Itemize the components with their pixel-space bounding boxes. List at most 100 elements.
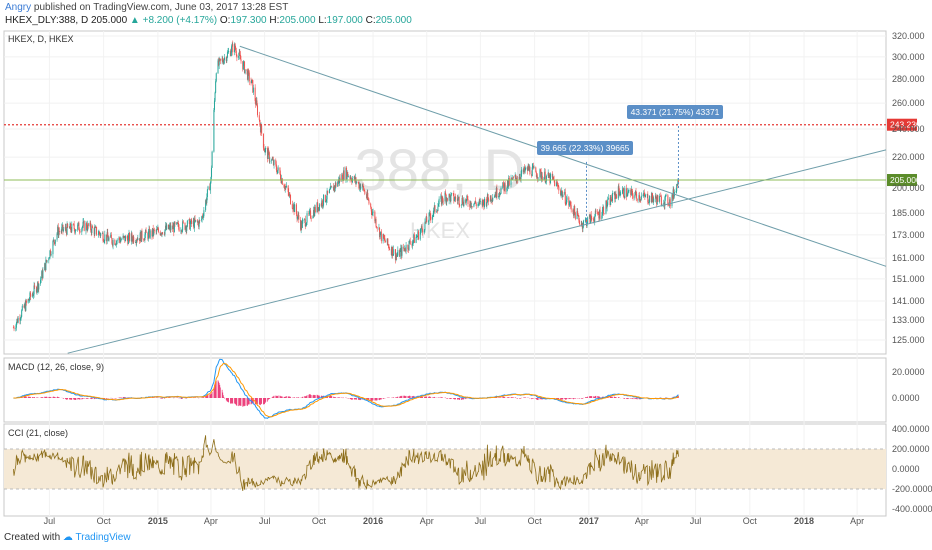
candle-body [198,220,200,227]
candle-body [417,231,419,237]
candle-body [515,174,517,179]
candle-body [508,177,510,185]
tradingview-link[interactable]: TradingView [75,532,131,543]
candle-body [576,211,578,219]
candle-body [331,186,333,188]
candle-body [287,185,289,192]
cci-pane [4,435,886,491]
candle-body [532,166,534,168]
candle-body [627,191,629,193]
main-pane-label: HKEX, D, HKEX [8,34,74,44]
candle-body [186,220,188,227]
candle-body [160,233,162,235]
candle-body [157,228,159,232]
candle-body [229,51,231,56]
candle-body [609,197,611,206]
candle-body [540,171,542,179]
candle-body [145,230,147,234]
candle-body [544,171,546,183]
candle-body [86,223,88,229]
candle-body [66,223,68,235]
candle-body [209,186,211,191]
candle-body [379,227,381,238]
candle-body [577,214,579,216]
candle-body [499,193,501,194]
candle-body [152,228,154,237]
candle-body [502,182,504,188]
candle-body [635,191,637,194]
candle-body [486,194,488,203]
close-value: 205.000 [375,15,412,26]
candle-body [144,230,146,235]
candle-body [120,239,122,243]
candle-body [152,228,154,236]
candle-body [305,222,307,226]
candle-body [40,277,42,280]
publish-text: published on TradingView.com, June 03, 2… [33,2,289,13]
candle-body [173,222,175,233]
candle-body [330,186,332,187]
candle-body [87,223,89,231]
candle-body [649,195,651,203]
candle-body [512,177,514,178]
candle-body [321,200,323,206]
candle-body [257,105,259,116]
price-tick-label: 151.000 [892,274,925,284]
author-link[interactable]: Angry [5,2,32,13]
candle-body [630,190,632,195]
candle-body [54,242,56,244]
candle-body [58,230,60,232]
candle-body [143,239,145,241]
candle-body [292,204,294,210]
candle-body [543,177,545,181]
candle-body [445,195,447,203]
candle-body [615,193,617,196]
candle-body [219,58,221,60]
candle-body [395,255,397,260]
candle-body [458,197,460,199]
candle-body [399,250,401,257]
candle-body [677,179,679,184]
price-tick-label: 320.000 [892,31,925,41]
candle-body [456,198,458,201]
candle-body [267,148,269,159]
candle-body [466,195,468,200]
candle-body [401,246,403,256]
candle-body [34,285,36,287]
candle-body [549,175,551,183]
candle-body [180,230,182,232]
candle-body [49,250,51,258]
candle-body [504,183,506,192]
candle-body [394,249,396,260]
candle-body [205,200,207,203]
candle-body [357,182,359,184]
candle-body [564,191,566,195]
candle-body [119,239,121,243]
candle-body [226,52,228,58]
candle-body [384,238,386,242]
cci-tick-label: 0.0000 [892,464,920,474]
candle-body [492,197,494,201]
candle-body [329,189,331,190]
candle-body [623,188,625,197]
candle-body [659,196,661,202]
candle-body [238,56,240,58]
candle-body [467,199,469,205]
price-tick-label: 133.000 [892,315,925,325]
price-tick-label: 300.000 [892,52,925,62]
candle-body [139,232,141,241]
candle-body [82,221,84,227]
candle-body [353,176,355,179]
candle-body [223,60,225,64]
candle-body [669,199,671,207]
candle-body [415,236,417,243]
candle-body [448,194,450,201]
candle-body [147,233,149,239]
watermark-exchange: HKEX [410,218,470,243]
candle-body [169,225,171,228]
candle-body [62,224,64,231]
candle-body [56,233,58,240]
candle-body [663,202,665,205]
candle-body [551,173,553,178]
